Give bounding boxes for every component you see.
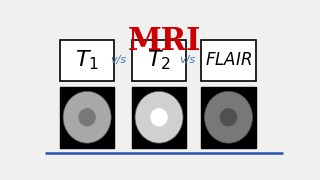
Ellipse shape xyxy=(135,91,183,143)
Text: MRI: MRI xyxy=(127,26,201,57)
Ellipse shape xyxy=(150,108,168,126)
Ellipse shape xyxy=(78,108,96,126)
Text: $T_2$: $T_2$ xyxy=(147,49,171,72)
FancyBboxPatch shape xyxy=(60,40,115,81)
Text: v/s: v/s xyxy=(110,55,126,65)
Ellipse shape xyxy=(63,91,111,143)
FancyBboxPatch shape xyxy=(201,87,256,148)
Ellipse shape xyxy=(220,108,237,126)
FancyBboxPatch shape xyxy=(132,87,186,148)
FancyBboxPatch shape xyxy=(201,40,256,81)
Text: $T_1$: $T_1$ xyxy=(75,49,99,72)
Ellipse shape xyxy=(204,91,252,143)
FancyBboxPatch shape xyxy=(60,87,115,148)
Text: v/s: v/s xyxy=(180,55,196,65)
Text: $FLAIR$: $FLAIR$ xyxy=(205,51,252,69)
FancyBboxPatch shape xyxy=(132,40,186,81)
